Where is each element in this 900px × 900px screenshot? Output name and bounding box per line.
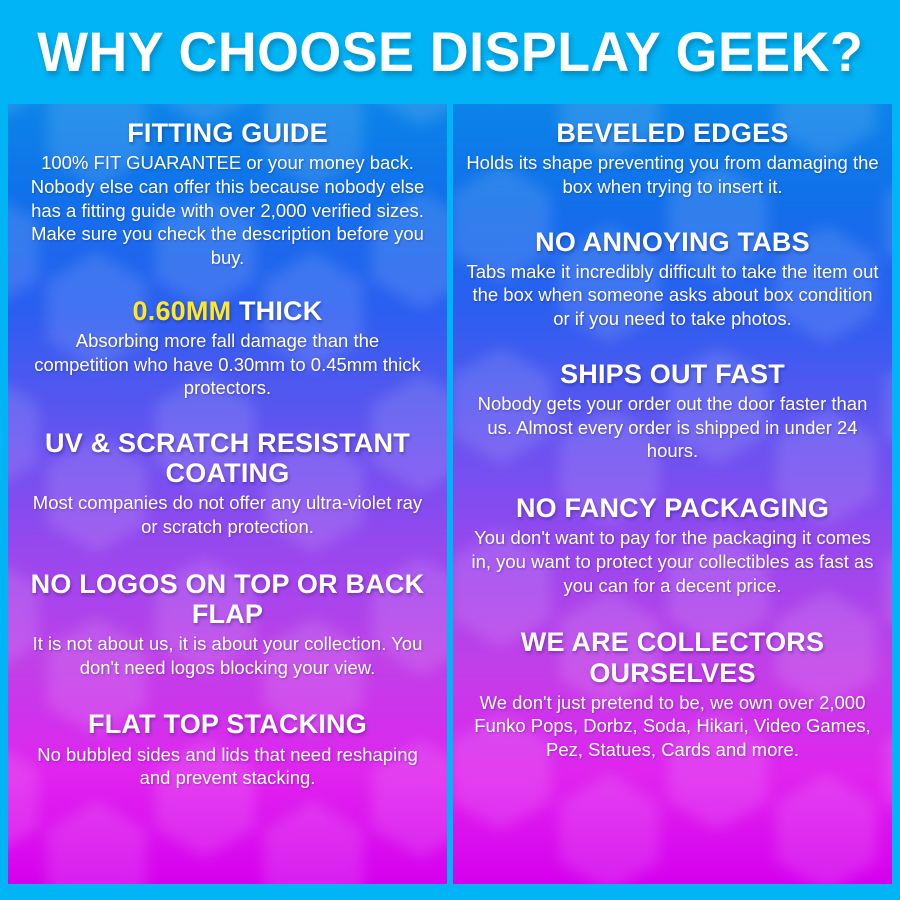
left-panel-content: FITTING GUIDE 100% FIT GUARANTEE or your… bbox=[8, 104, 447, 884]
feature-no-fancy-packaging: NO FANCY PACKAGING You don't want to pay… bbox=[463, 493, 882, 597]
feature-title: NO FANCY PACKAGING bbox=[515, 493, 830, 524]
feature-body: No bubbled sides and lids that need resh… bbox=[37, 743, 418, 789]
feature-title: NO LOGOS ON TOP OR BACK FLAP bbox=[30, 568, 425, 629]
feature-body: We don't just pretend to be, we own over… bbox=[474, 691, 871, 761]
page-title: WHY CHOOSE DISPLAY GEEK? bbox=[36, 20, 864, 83]
right-feature-panel: BEVELED EDGES Holds its shape preventing… bbox=[453, 104, 892, 884]
feature-title: UV & SCRATCH RESISTANT COATING bbox=[45, 427, 410, 489]
left-feature-panel: FITTING GUIDE 100% FIT GUARANTEE or your… bbox=[8, 104, 447, 884]
feature-title: SHIPS OUT FAST bbox=[560, 358, 785, 389]
feature-body: 100% FIT GUARANTEE or your money back. N… bbox=[30, 152, 425, 268]
feature-body: Tabs make it incredibly difficult to tak… bbox=[466, 260, 879, 330]
feature-ships-out-fast: SHIPS OUT FAST Nobody gets your order ou… bbox=[463, 359, 882, 463]
thickness-rest: THICK bbox=[231, 295, 323, 326]
feature-flat-top-stacking: FLAT TOP STACKING No bubbled sides and l… bbox=[18, 709, 437, 790]
feature-title: NO ANNOYING TABS bbox=[535, 226, 810, 257]
feature-we-are-collectors: WE ARE COLLECTORS OURSELVES We don't jus… bbox=[463, 627, 882, 761]
feature-body: Holds its shape preventing you from dama… bbox=[466, 152, 879, 197]
feature-columns: FITTING GUIDE 100% FIT GUARANTEE or your… bbox=[0, 104, 900, 892]
poster-header: WHY CHOOSE DISPLAY GEEK? bbox=[0, 0, 900, 104]
feature-thickness: 0.60MM THICK Absorbing more fall damage … bbox=[18, 296, 437, 400]
feature-title: 0.60MM THICK bbox=[18, 296, 437, 326]
feature-body: Most companies do not offer any ultra-vi… bbox=[32, 492, 423, 537]
feature-title: FITTING GUIDE bbox=[127, 118, 328, 148]
feature-body: It is not about us, it is about your col… bbox=[32, 633, 423, 678]
feature-title: FLAT TOP STACKING bbox=[88, 709, 367, 740]
feature-uv-scratch-coating: UV & SCRATCH RESISTANT COATING Most comp… bbox=[18, 428, 437, 539]
feature-title: BEVELED EDGES bbox=[556, 118, 789, 148]
feature-beveled-edges: BEVELED EDGES Holds its shape preventing… bbox=[463, 118, 882, 199]
feature-no-annoying-tabs: NO ANNOYING TABS Tabs make it incredibly… bbox=[463, 227, 882, 331]
feature-body: You don't want to pay for the packaging … bbox=[471, 527, 874, 596]
feature-no-logos: NO LOGOS ON TOP OR BACK FLAP It is not a… bbox=[18, 569, 437, 680]
thickness-highlight: 0.60MM bbox=[132, 295, 232, 326]
feature-fitting-guide: FITTING GUIDE 100% FIT GUARANTEE or your… bbox=[18, 118, 437, 270]
right-panel-content: BEVELED EDGES Holds its shape preventing… bbox=[453, 104, 892, 884]
feature-title: WE ARE COLLECTORS OURSELVES bbox=[520, 627, 825, 688]
feature-body: Nobody gets your order out the door fast… bbox=[477, 393, 868, 462]
feature-body: Absorbing more fall damage than the comp… bbox=[34, 329, 421, 399]
